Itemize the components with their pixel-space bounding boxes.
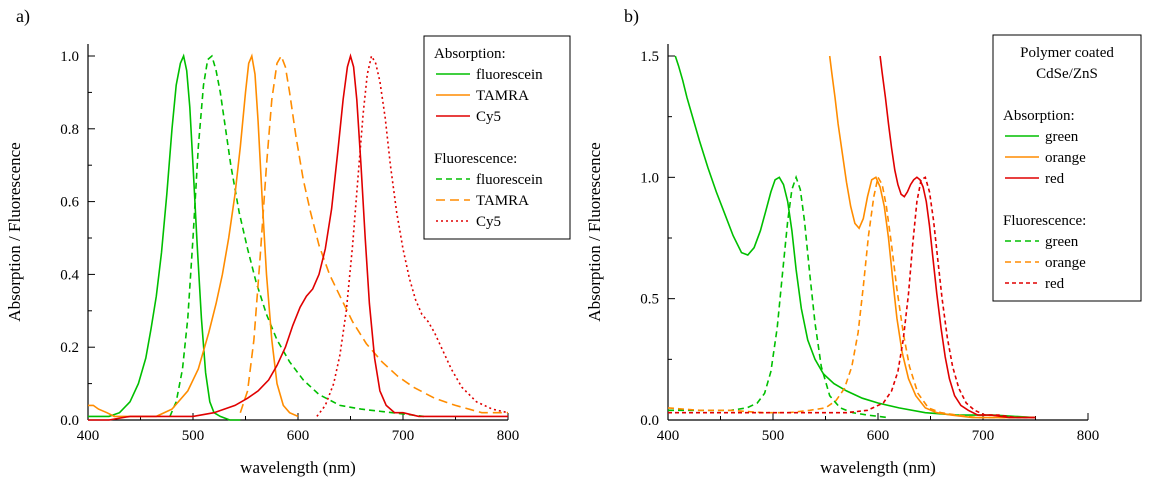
x-tick-label: 500 — [182, 428, 205, 444]
chart-a-canvas: 400 500 600 700 800 0.0 0.2 0.4 0.6 0.8 1.0 wavelen… — [5, 35, 571, 477]
series-tamra-fluorescence — [239, 54, 508, 414]
series-green-absorption — [674, 55, 1036, 419]
y-tick-label: 0.6 — [60, 195, 79, 211]
legend-entry-label: TAMRA — [476, 88, 529, 104]
x-tick-label: 700 — [392, 428, 415, 444]
panel-b-label: b) — [624, 6, 639, 26]
x-axis-label: wavelength (nm) — [240, 458, 356, 477]
y-tick-label: 1.0 — [640, 170, 659, 186]
legend-entry-label: TAMRA — [476, 193, 529, 209]
series-cy5-absorption — [88, 53, 508, 421]
legend-entry-label: Cy5 — [476, 214, 501, 230]
x-tick-label: 600 — [867, 428, 890, 444]
legend-box — [992, 34, 1142, 302]
panel-a: a) 400 500 600 700 800 0.0 0.2 0.4 0.6 0.8 1.0 wave… — [5, 6, 571, 477]
y-tick-label: 0.5 — [640, 292, 659, 308]
y-tick-label: 1.0 — [60, 49, 79, 65]
legend-entry-label: red — [1045, 276, 1065, 292]
legend-section-title: Fluorescence: — [434, 151, 517, 167]
legend-box — [423, 35, 571, 240]
legend-section-title: Fluorescence: — [1003, 213, 1086, 229]
chart-b-canvas: 400 500 600 700 800 0.0 0.5 1.0 1.5 wavelength (n… — [585, 34, 1142, 477]
y-tick-label: 0.4 — [60, 267, 79, 283]
x-tick-label: 400 — [77, 428, 100, 444]
y-tick-label: 0.2 — [60, 340, 79, 356]
legend-entry-label: green — [1045, 234, 1079, 250]
x-tick-label: 700 — [972, 428, 995, 444]
panel-a-label: a) — [16, 6, 30, 26]
series-orange-fluorescence — [667, 175, 1036, 419]
legend-entry-label: orange — [1045, 255, 1086, 271]
x-tick-label: 600 — [287, 428, 310, 444]
y-tick-label: 1.5 — [640, 49, 659, 65]
legend-entry-label: green — [1045, 129, 1079, 145]
legend-title: Polymer coated — [1020, 45, 1114, 61]
x-tick-label: 500 — [762, 428, 785, 444]
series-green-fluorescence — [668, 174, 889, 419]
x-tick-label: 800 — [497, 428, 520, 444]
x-tick-label: 800 — [1077, 428, 1100, 444]
y-tick-label: 0.8 — [60, 122, 79, 138]
series-fluorescein-absorption — [88, 53, 241, 421]
series-red-absorption — [879, 55, 1036, 419]
legend-entry-label: Cy5 — [476, 109, 501, 125]
legend-entry-label: orange — [1045, 150, 1086, 166]
legend-section-title: Absorption: — [434, 46, 506, 62]
y-tick-label: 0.0 — [60, 413, 79, 429]
series-orange-absorption — [828, 55, 1036, 419]
legend-entry-label: red — [1045, 171, 1065, 187]
legend-title: CdSe/ZnS — [1036, 66, 1098, 82]
legend-entry-label: fluorescein — [476, 67, 543, 83]
legend-entry-label: fluorescein — [476, 172, 543, 188]
series-fluorescein-fluorescence — [169, 54, 425, 418]
series-red-fluorescence — [668, 176, 1036, 419]
legend-section-title: Absorption: — [1003, 108, 1075, 124]
y-axis-label: Absorption / Fluorescence — [5, 142, 24, 321]
panel-b: b) 400 500 600 700 800 0.0 0.5 1.0 1.5 wavelength… — [580, 0, 1160, 487]
series-tamra-absorption — [88, 53, 299, 418]
y-tick-label: 0.0 — [640, 413, 659, 429]
x-axis-label: wavelength (nm) — [820, 458, 936, 477]
x-tick-label: 400 — [657, 428, 680, 444]
y-axis-label: Absorption / Fluorescence — [585, 142, 604, 321]
